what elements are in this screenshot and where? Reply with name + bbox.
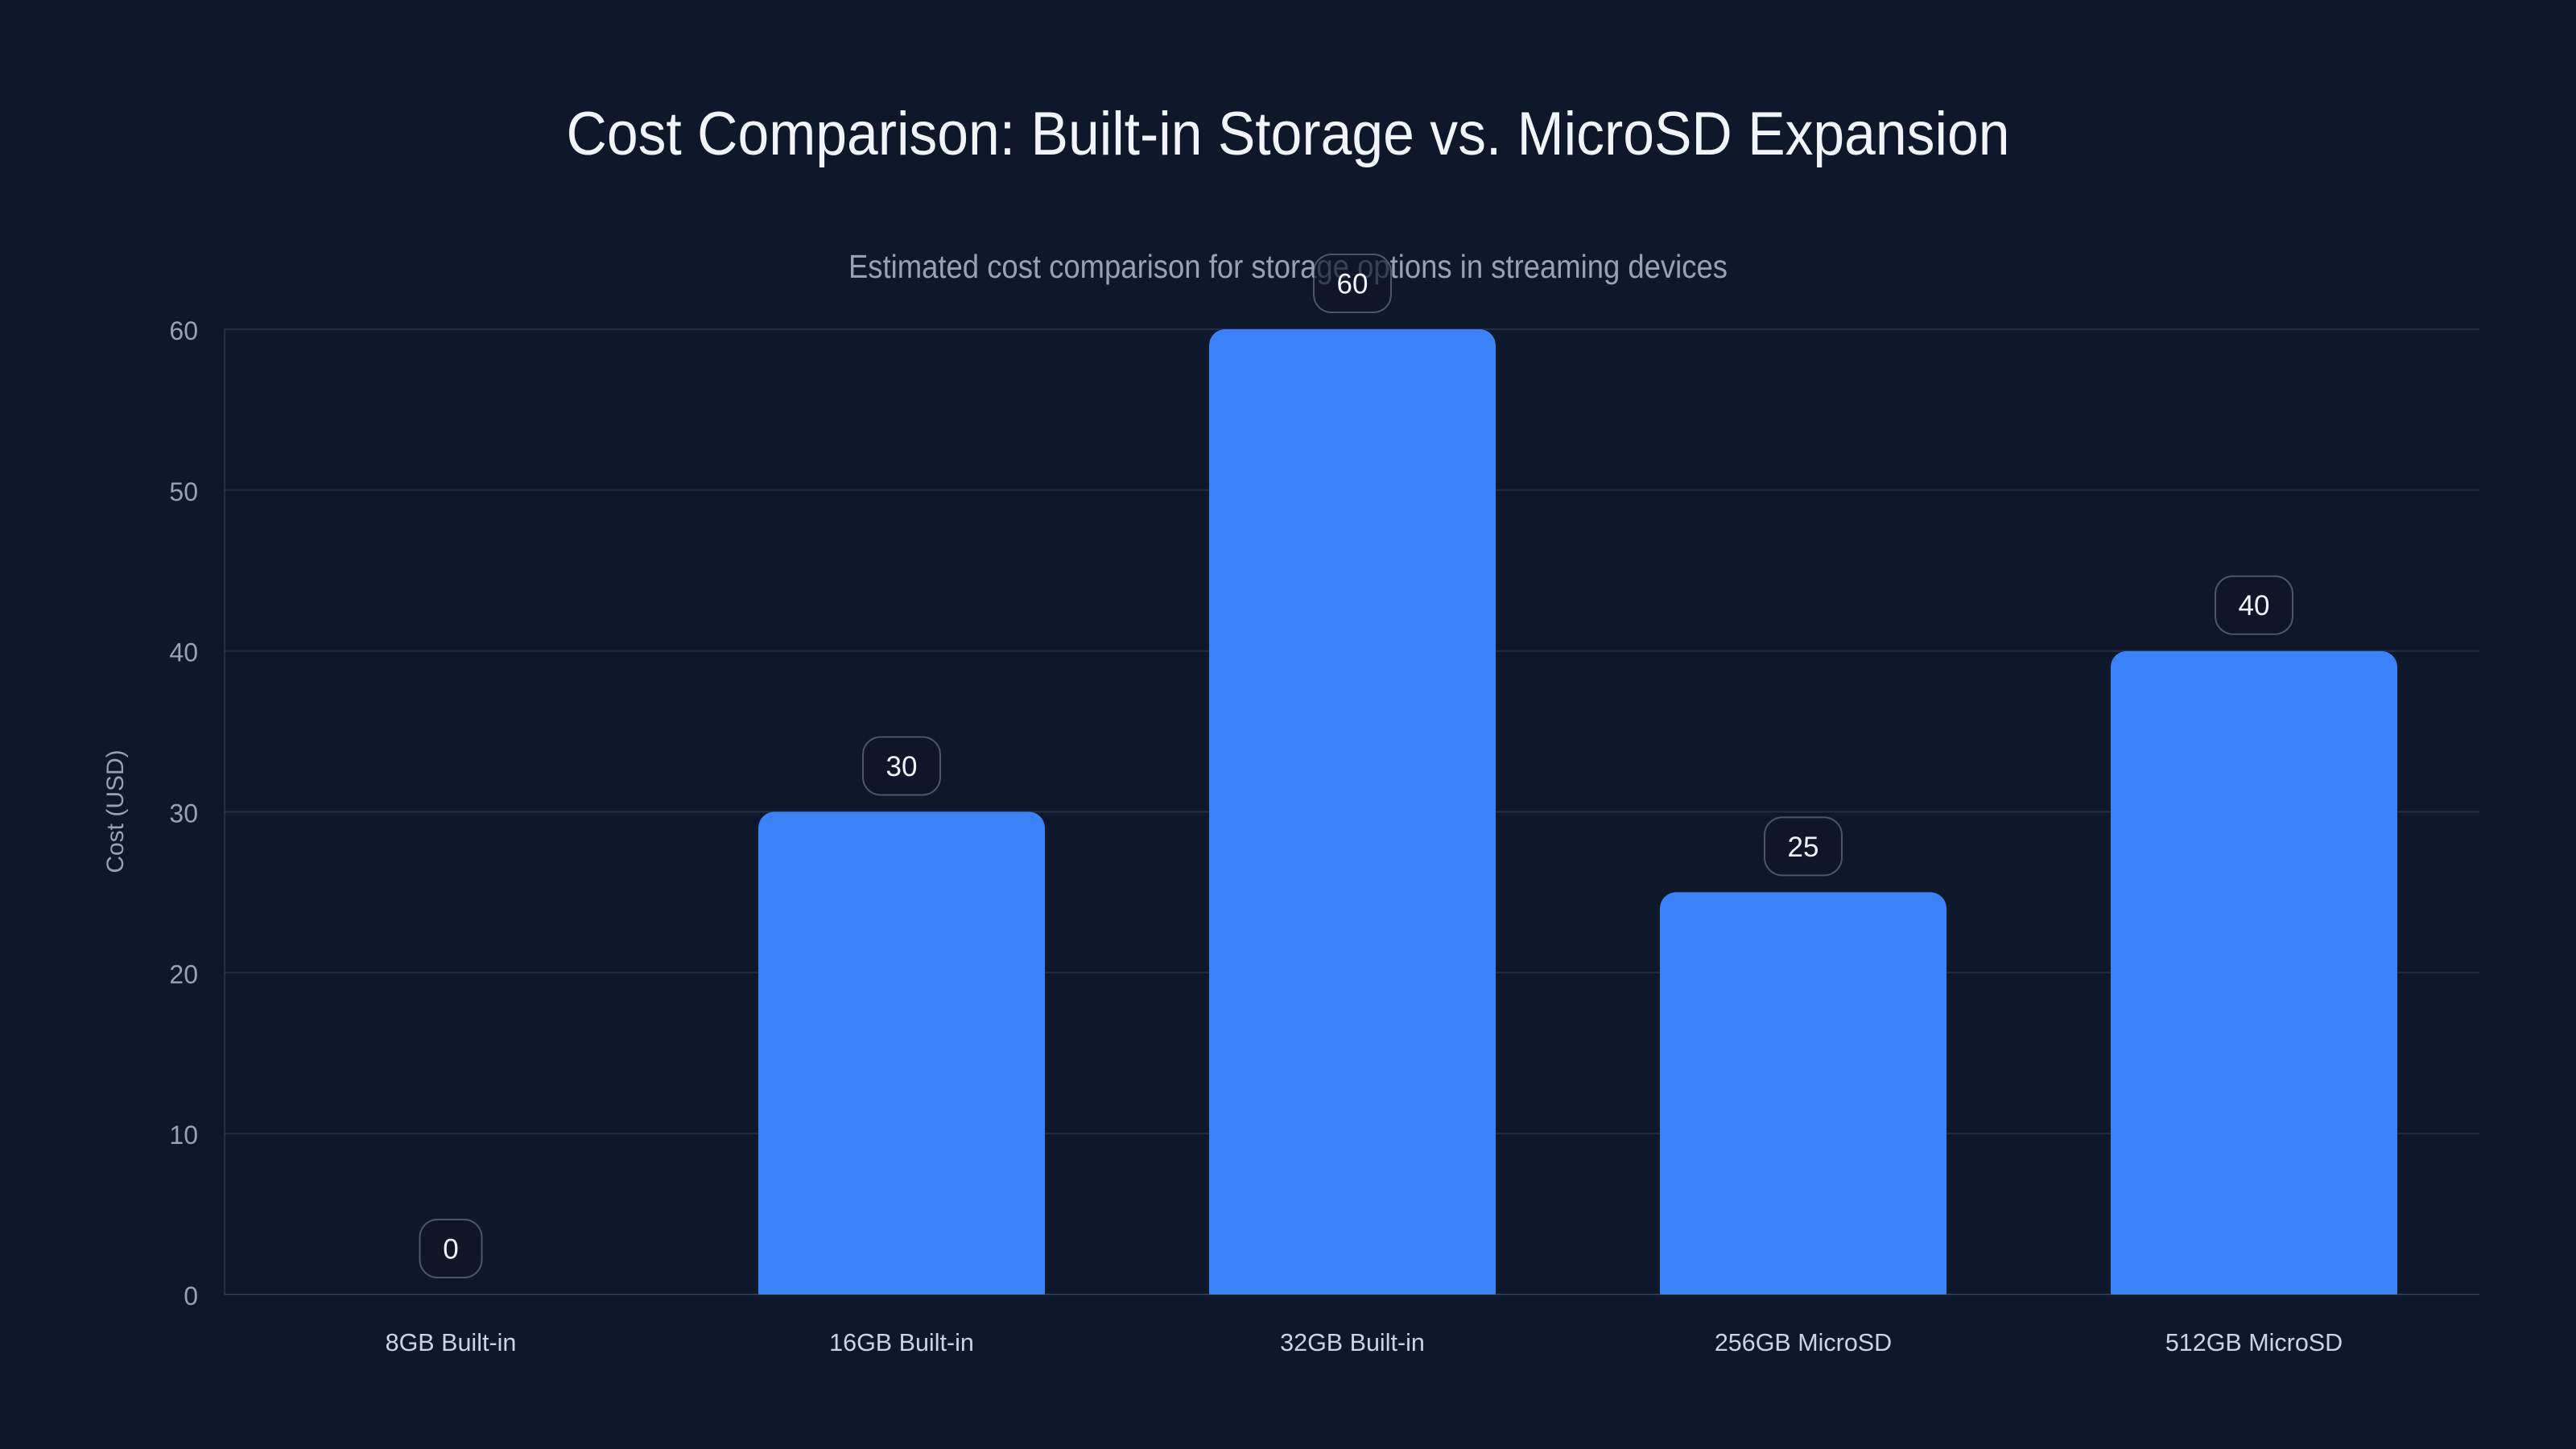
svg-text:32GB Built-in: 32GB Built-in [1280,1329,1425,1356]
svg-text:0: 0 [443,1234,458,1265]
svg-text:Cost (USD): Cost (USD) [102,749,129,873]
svg-text:Estimated cost comparison for: Estimated cost comparison for storage op… [848,248,1728,285]
svg-text:25: 25 [1788,832,1819,863]
svg-text:Cost Comparison: Built-in Stor: Cost Comparison: Built-in Storage vs. Mi… [567,100,2010,168]
svg-text:256GB MicroSD: 256GB MicroSD [1715,1329,1892,1356]
svg-text:512GB MicroSD: 512GB MicroSD [2165,1329,2343,1356]
svg-text:20: 20 [169,960,198,989]
svg-text:0: 0 [184,1282,198,1311]
svg-text:40: 40 [169,638,198,667]
svg-text:8GB Built-in: 8GB Built-in [386,1329,517,1356]
svg-text:60: 60 [169,316,198,345]
svg-text:16GB Built-in: 16GB Built-in [829,1329,974,1356]
svg-text:60: 60 [1337,269,1368,300]
svg-text:30: 30 [169,799,198,828]
svg-text:10: 10 [169,1121,198,1150]
svg-text:50: 50 [169,477,198,506]
svg-text:30: 30 [886,751,918,782]
svg-text:40: 40 [2239,590,2270,621]
